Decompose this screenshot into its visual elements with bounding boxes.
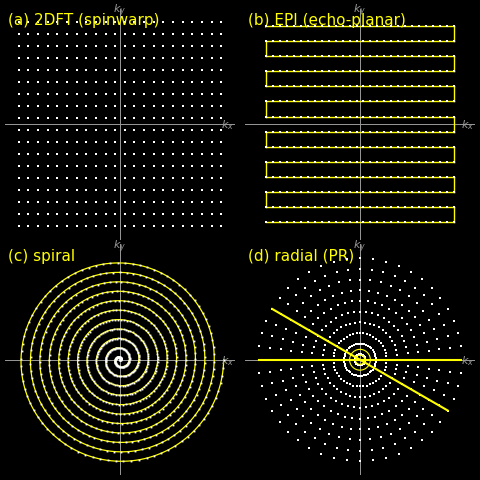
Text: $k_y$: $k_y$ <box>353 238 367 254</box>
Text: $k_x$: $k_x$ <box>461 353 474 367</box>
Text: $k_y$: $k_y$ <box>113 2 127 19</box>
Text: (c) spiral: (c) spiral <box>8 248 75 263</box>
Text: $k_x$: $k_x$ <box>221 353 234 367</box>
Text: (a) 2DFT (spinwarp): (a) 2DFT (spinwarp) <box>8 13 160 28</box>
Text: (b) EPI (echo-planar): (b) EPI (echo-planar) <box>248 13 406 28</box>
Text: $k_y$: $k_y$ <box>113 238 127 254</box>
Text: $k_y$: $k_y$ <box>353 2 367 19</box>
Text: (d) radial (PR): (d) radial (PR) <box>248 248 355 263</box>
Text: $k_x$: $k_x$ <box>461 118 474 132</box>
Text: $k_x$: $k_x$ <box>221 118 234 132</box>
